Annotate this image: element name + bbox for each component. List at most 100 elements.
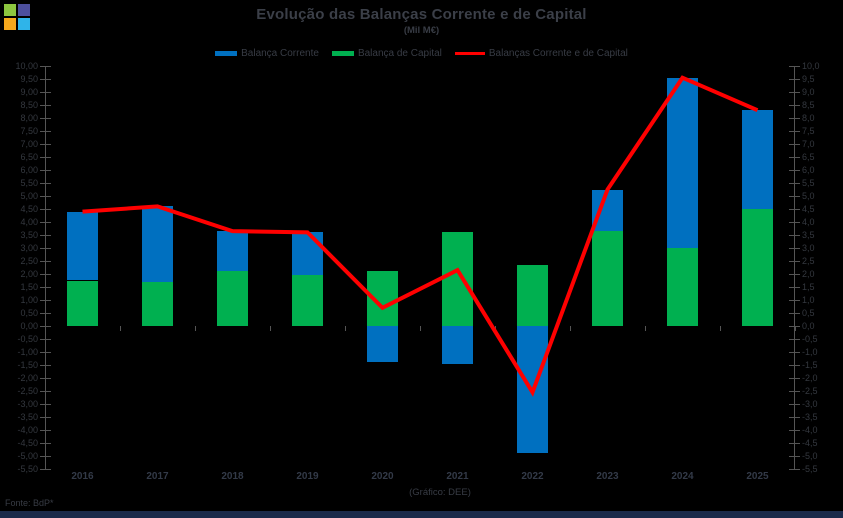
legend-item: Balanças Corrente e de Capital bbox=[454, 48, 628, 59]
right-axis-tick-label: -1,0 bbox=[802, 347, 818, 357]
category-label: 2019 bbox=[296, 471, 319, 482]
left-axis-tick bbox=[40, 118, 51, 119]
left-axis-tick-label: 8,00 bbox=[20, 113, 38, 123]
bar-segment-balanca-de-capital bbox=[142, 281, 173, 326]
left-axis-tick bbox=[40, 365, 51, 366]
right-axis-tick bbox=[789, 170, 800, 171]
legend-label: Balança Corrente bbox=[241, 48, 319, 59]
left-axis-tick-label: -1,00 bbox=[17, 347, 38, 357]
legend-item: Balança Corrente bbox=[215, 48, 319, 59]
plot-area bbox=[45, 66, 796, 469]
right-axis-tick-label: -5,5 bbox=[802, 464, 818, 474]
chart-title: Evolução das Balanças Corrente e de Capi… bbox=[256, 6, 587, 23]
left-axis-tick bbox=[40, 378, 51, 379]
source-note: Fonte: BdP* bbox=[5, 498, 54, 508]
right-axis-labels: 10,0 9,5 9,0 8,5 8,0 7,5 7,0 6,5 6,0 5,5 5,0 4,5 4,0… bbox=[802, 61, 842, 474]
right-axis-tick bbox=[789, 261, 800, 262]
right-axis-tick bbox=[789, 417, 800, 418]
left-axis-tick-label: 0,50 bbox=[20, 308, 38, 318]
right-axis-tick bbox=[789, 469, 800, 470]
right-axis-tick-label: -0,5 bbox=[802, 334, 818, 344]
right-axis-tick-label: -2,5 bbox=[802, 386, 818, 396]
category-label: 2018 bbox=[221, 471, 244, 482]
right-axis-tick bbox=[789, 118, 800, 119]
line-series-path bbox=[82, 75, 759, 397]
right-axis-tick-label: 7,0 bbox=[802, 139, 815, 149]
left-axis-tick-label: 9,00 bbox=[20, 87, 38, 97]
left-axis-tick-label: -2,00 bbox=[17, 373, 38, 383]
left-axis-tick bbox=[40, 313, 51, 314]
right-axis-tick-label: 0,0 bbox=[802, 321, 815, 331]
right-axis-tick bbox=[789, 144, 800, 145]
logo-pane-cyan bbox=[18, 18, 30, 30]
right-axis-tick-label: 9,5 bbox=[802, 74, 815, 84]
category-axis-tick bbox=[195, 326, 196, 331]
line-series-balancas-corrente-e-de-capital bbox=[82, 75, 759, 397]
left-axis-tick-label: -0,50 bbox=[17, 334, 38, 344]
left-axis-tick-label: 8,50 bbox=[20, 100, 38, 110]
category-axis-tick bbox=[795, 326, 796, 331]
bar-segment-balanca-corrente bbox=[142, 206, 173, 282]
right-axis-tick bbox=[789, 443, 800, 444]
left-axis-tick bbox=[40, 352, 51, 353]
left-axis-tick-label: 3,00 bbox=[20, 243, 38, 253]
left-axis-line bbox=[45, 66, 46, 470]
left-axis-tick-label: -1,50 bbox=[17, 360, 38, 370]
bar-segment-balanca-de-capital bbox=[592, 231, 623, 326]
category-axis-tick bbox=[645, 326, 646, 331]
left-axis-tick-label: 7,50 bbox=[20, 126, 38, 136]
logo-pane-green bbox=[4, 4, 16, 16]
left-axis-tick bbox=[40, 131, 51, 132]
right-axis-tick-label: 7,5 bbox=[802, 126, 815, 136]
right-axis-tick bbox=[789, 404, 800, 405]
right-axis-tick bbox=[789, 209, 800, 210]
right-axis-tick bbox=[789, 339, 800, 340]
legend-item: Balança de Capital bbox=[331, 48, 442, 59]
left-axis-tick-label: -3,50 bbox=[17, 412, 38, 422]
left-axis-tick bbox=[40, 144, 51, 145]
right-axis-tick-label: -3,0 bbox=[802, 399, 818, 409]
right-axis-line bbox=[794, 66, 795, 470]
right-axis-tick bbox=[789, 378, 800, 379]
right-axis-tick bbox=[789, 157, 800, 158]
bar-segment-balanca-corrente bbox=[667, 77, 698, 248]
left-axis-tick bbox=[40, 339, 51, 340]
legend-bar-swatch bbox=[215, 51, 238, 56]
legend-line-swatch bbox=[454, 52, 485, 55]
right-axis-tick-label: 8,5 bbox=[802, 100, 815, 110]
bottom-accent-bar bbox=[0, 511, 843, 518]
right-axis-tick bbox=[789, 300, 800, 301]
category-label: 2017 bbox=[146, 471, 169, 482]
left-axis-tick-label: -5,00 bbox=[17, 451, 38, 461]
bar-segment-balanca-de-capital bbox=[217, 271, 248, 326]
right-axis-tick bbox=[789, 391, 800, 392]
right-axis-tick bbox=[789, 352, 800, 353]
bar-segment-balanca-de-capital bbox=[292, 275, 323, 326]
category-axis-tick bbox=[120, 326, 121, 331]
category-label: 2020 bbox=[371, 471, 394, 482]
right-axis-tick-label: 6,0 bbox=[802, 165, 815, 175]
logo-pane-orange bbox=[4, 18, 16, 30]
left-axis-tick-label: 5,00 bbox=[20, 191, 38, 201]
right-axis-tick-label: 2,5 bbox=[802, 256, 815, 266]
left-axis-tick bbox=[40, 105, 51, 106]
left-axis-tick bbox=[40, 417, 51, 418]
bar-segment-balanca-corrente bbox=[592, 189, 623, 232]
legend-label: Balança de Capital bbox=[357, 48, 442, 59]
left-axis-tick bbox=[40, 300, 51, 301]
right-axis-tick-label: 3,5 bbox=[802, 230, 815, 240]
right-axis-tick-label: -4,5 bbox=[802, 438, 818, 448]
left-axis-tick bbox=[40, 79, 51, 80]
colored-squares-logo bbox=[4, 4, 30, 30]
right-axis-tick bbox=[789, 430, 800, 431]
bar-segment-balanca-de-capital bbox=[442, 232, 473, 326]
left-axis-tick bbox=[40, 248, 51, 249]
left-axis-tick-label: 1,50 bbox=[20, 282, 38, 292]
left-axis-tick bbox=[40, 222, 51, 223]
left-axis-tick bbox=[40, 209, 51, 210]
left-axis-tick bbox=[40, 170, 51, 171]
right-axis-tick-label: 1,0 bbox=[802, 295, 815, 305]
left-axis-tick bbox=[40, 443, 51, 444]
right-axis-tick-label: 2,0 bbox=[802, 269, 815, 279]
right-axis-tick bbox=[789, 235, 800, 236]
